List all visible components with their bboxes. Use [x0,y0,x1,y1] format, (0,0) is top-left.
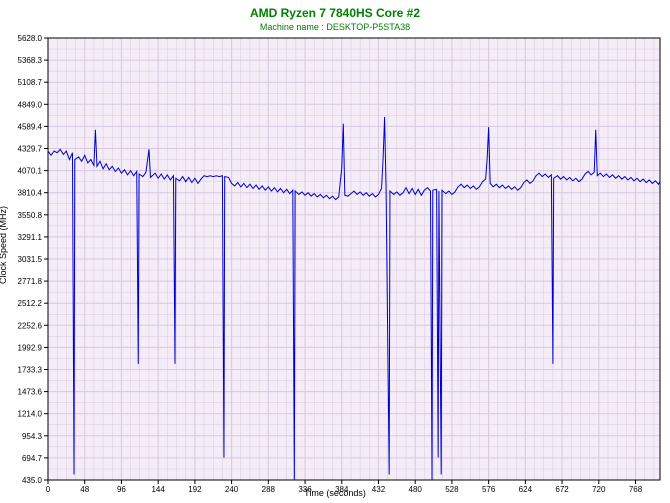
y-tick-label: 5368.3 [18,56,43,65]
y-tick-label: 4329.7 [18,145,43,154]
y-tick-label: 2512.2 [18,299,43,308]
y-tick-label: 3031.5 [18,255,43,264]
y-tick-label: 1992.9 [18,343,43,352]
y-tick-label: 694.7 [22,454,43,463]
y-tick-label: 1473.6 [18,388,43,397]
y-tick-label: 3291.1 [18,233,43,242]
y-tick-label: 4849.0 [18,100,43,109]
chart-subtitle: Machine name : DESKTOP-P5STA38 [0,20,670,34]
y-tick-label: 2771.8 [18,277,43,286]
chart-area: 0489614419224028833638443248052857662467… [0,34,670,500]
chart-svg: 0489614419224028833638443248052857662467… [0,34,670,500]
y-tick-label: 5628.0 [18,34,43,43]
y-tick-label: 3810.4 [18,189,43,198]
y-tick-label: 3550.8 [18,211,43,220]
y-tick-label: 1733.3 [18,365,43,374]
y-tick-label: 954.3 [22,432,43,441]
y-axis-label: Clock Speed (MHz) [0,206,8,284]
y-tick-label: 4589.4 [18,122,43,131]
y-tick-label: 435.0 [22,476,43,485]
y-tick-label: 5108.7 [18,78,43,87]
chart-title: AMD Ryzen 7 7840HS Core #2 [0,0,670,20]
y-tick-label: 4070.1 [18,167,43,176]
y-tick-label: 1214.0 [18,410,43,419]
x-axis-label: Time (seconds) [0,488,670,498]
y-tick-label: 2252.6 [18,321,43,330]
